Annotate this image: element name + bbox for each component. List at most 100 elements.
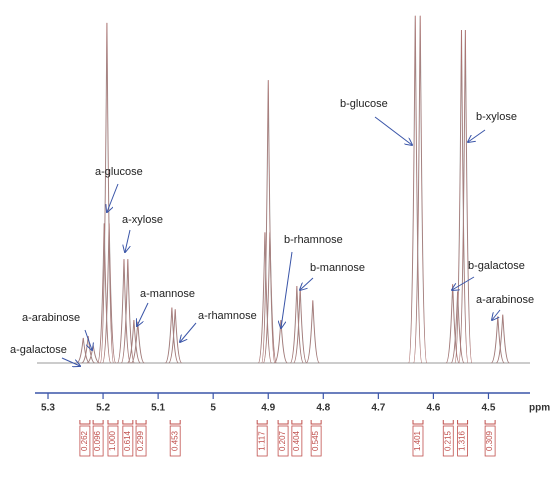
peak-annotation: b-mannose	[310, 262, 365, 274]
integral-box	[92, 425, 104, 457]
x-tick-label: 5.3	[41, 403, 55, 414]
peak-overlay	[454, 30, 469, 364]
peak-annotation: b-xylose	[476, 111, 517, 123]
x-tick-label: 5.2	[96, 403, 110, 414]
peak-overlay	[263, 232, 277, 364]
integral-box	[412, 425, 424, 457]
peak-annotation: a-arabinose	[22, 312, 80, 324]
integral-bracket	[135, 420, 147, 425]
integral-box	[442, 425, 454, 457]
annotation-arrow	[107, 183, 119, 212]
peak-annotation: a-mannose	[140, 288, 195, 300]
integral-label: 0.614	[123, 430, 132, 451]
x-tick-label: 4.8	[316, 403, 330, 414]
integral-bracket	[484, 420, 496, 425]
annotation-arrow	[452, 276, 475, 290]
peak	[86, 344, 100, 364]
annotation-arrow	[374, 116, 412, 145]
peak-overlay	[76, 337, 90, 364]
integral-label: 0.453	[170, 430, 179, 451]
integral-label: 1.117	[257, 431, 266, 451]
annotation-arrow	[125, 229, 131, 252]
x-tick-label: 4.7	[371, 403, 385, 414]
peak-overlay	[165, 307, 179, 364]
integral-bracket	[310, 420, 322, 425]
annotation-arrow	[492, 309, 501, 320]
peak-overlay	[121, 259, 135, 364]
annotation-arrow	[180, 322, 197, 342]
peak-annotation: a-arabinose	[476, 294, 534, 306]
peak-overlay	[168, 309, 183, 364]
integral-label: 0.404	[292, 430, 301, 451]
annotation-arrow	[137, 302, 149, 326]
peak-annotation: b-galactose	[468, 260, 525, 272]
integral-box	[169, 425, 181, 457]
integral-box	[107, 425, 119, 457]
integral-box	[484, 425, 496, 457]
integral-box	[256, 425, 268, 457]
integral-bracket	[169, 420, 181, 425]
integral-bracket	[256, 420, 268, 425]
x-tick-label: 4.6	[426, 403, 440, 414]
annotation-arrow	[468, 129, 486, 142]
integral-box	[122, 425, 134, 457]
x-tick-label: 5	[210, 403, 216, 414]
peak-overlay	[97, 223, 112, 364]
peak-annotation: b-glucose	[340, 98, 388, 110]
integral-label: 0.207	[278, 430, 287, 451]
annotation-arrow	[84, 329, 92, 350]
peak-overlay	[495, 314, 510, 364]
x-tick-label: 4.5	[482, 403, 496, 414]
integral-box	[457, 425, 468, 457]
x-axis-label: ppm	[529, 403, 550, 414]
integral-label: 0.545	[311, 430, 320, 451]
integral-label: 0.215	[443, 430, 452, 451]
integral-box	[310, 425, 322, 457]
annotation-arrow	[300, 277, 314, 290]
integral-box	[135, 425, 147, 457]
integral-bracket	[107, 420, 119, 425]
peak-overlay	[102, 223, 116, 364]
peak-overlay	[413, 15, 428, 364]
x-tick-label: 5.1	[151, 403, 165, 414]
peak-overlay	[458, 30, 473, 364]
integral-bracket	[412, 420, 424, 425]
peak-annotation: b-rhamnose	[284, 234, 343, 246]
peak-annotation: a-glucose	[95, 166, 143, 178]
annotation-arrow	[281, 251, 293, 328]
integral-bracket	[442, 420, 454, 425]
peak	[305, 300, 320, 364]
peak-overlay	[81, 336, 95, 364]
annotation-arrow	[61, 357, 80, 366]
integral-bracket	[277, 420, 289, 425]
peak-overlay	[450, 291, 465, 364]
peak-annotation: a-rhamnose	[198, 310, 257, 322]
peak-overlay	[100, 22, 114, 364]
peak-overlay	[117, 259, 131, 364]
integral-box	[277, 425, 289, 457]
peak-overlay	[305, 300, 320, 364]
integral-label: 1.401	[413, 430, 422, 451]
x-tick-label: 4.9	[261, 403, 275, 414]
peak-overlay	[258, 232, 272, 364]
peak-annotation: a-xylose	[122, 214, 163, 226]
peak-overlay	[408, 15, 423, 364]
peak-overlay	[290, 286, 304, 364]
integral-box	[291, 425, 303, 457]
integral-label: 1.000	[108, 430, 117, 451]
integral-bracket	[122, 420, 134, 425]
integral-bracket	[457, 420, 469, 425]
integral-bracket	[92, 420, 104, 425]
integral-label: 0.299	[136, 430, 145, 451]
peak-annotation: a-galactose	[10, 344, 67, 356]
peak-overlay	[274, 320, 288, 364]
integral-label: 0.309	[485, 430, 494, 451]
integral-box	[79, 425, 91, 457]
integral-label: 0.096	[93, 430, 102, 451]
integral-label: 0.262	[80, 430, 89, 451]
peak-overlay	[127, 320, 141, 364]
integral-bracket	[291, 420, 303, 425]
integral-bracket	[79, 420, 91, 425]
